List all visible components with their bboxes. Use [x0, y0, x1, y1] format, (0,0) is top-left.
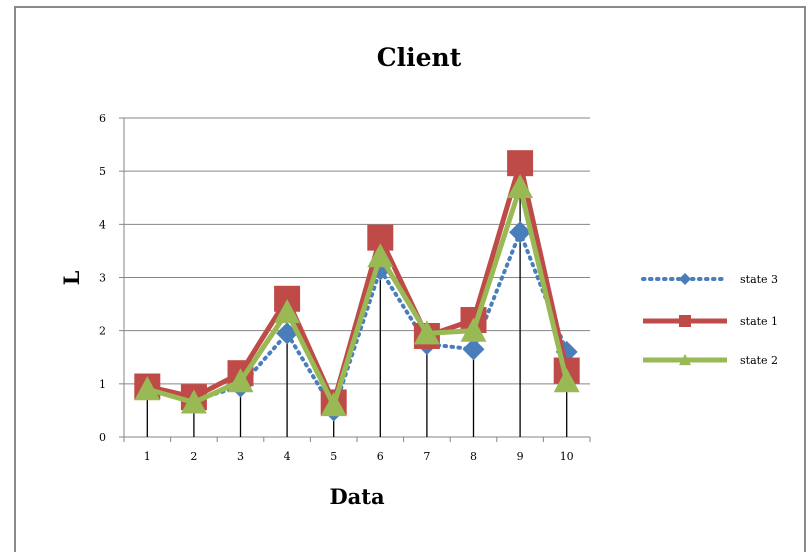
y-tick-label: 2	[99, 325, 106, 338]
legend-label: state 2	[740, 354, 778, 367]
data-point-triangle	[180, 389, 207, 414]
data-point-diamond	[509, 221, 532, 244]
data-point-triangle	[413, 320, 440, 345]
x-tick-label: 6	[377, 450, 384, 463]
data-point-triangle	[460, 317, 487, 342]
axes: 0 1 2 3 4 5 6 1 2 3 4 5 6 7 8 9 10	[99, 112, 591, 463]
y-tick-label: 3	[99, 272, 106, 285]
legend-item: state 1	[643, 315, 778, 328]
data-point-square	[507, 150, 534, 177]
data-point-triangle	[320, 392, 347, 417]
data-point-square	[679, 315, 691, 327]
y-tick-label: 6	[99, 112, 106, 125]
data-point-triangle	[553, 368, 580, 393]
series-line	[146, 160, 570, 405]
data-point-diamond	[679, 273, 691, 285]
data-point-triangle	[367, 243, 394, 268]
legend-label: state 1	[740, 315, 778, 328]
data-point-triangle	[134, 376, 161, 401]
legend-item: state 3	[641, 273, 778, 286]
x-tick-label: 10	[560, 450, 574, 463]
x-tick-label: 8	[470, 450, 477, 463]
x-tick-label: 7	[423, 450, 430, 463]
y-tick-label: 4	[99, 218, 106, 231]
y-tick-label: 0	[99, 431, 106, 444]
legend-label: state 3	[740, 273, 778, 286]
data-point-triangle	[679, 354, 691, 366]
data-point-triangle	[507, 174, 534, 199]
y-axis-title: L	[59, 270, 84, 285]
x-tick-label: 5	[330, 450, 337, 463]
x-tick-label: 4	[284, 450, 291, 463]
series-state-2	[134, 174, 580, 417]
data-point-triangle	[274, 299, 301, 324]
series-line	[146, 184, 570, 408]
series-layer	[134, 150, 580, 422]
legend-item: state 2	[643, 354, 778, 367]
x-tick-label: 2	[190, 450, 197, 463]
x-tick-label: 3	[237, 450, 244, 463]
y-tick-label: 1	[99, 378, 106, 391]
legend: state 3 state 1 state 2	[641, 273, 778, 367]
data-point-triangle	[227, 368, 254, 393]
x-axis-title: Data	[329, 484, 385, 509]
y-tick-label: 5	[99, 165, 106, 178]
data-point-diamond	[462, 338, 485, 361]
chart-title: Client	[377, 43, 462, 72]
x-tick-label: 9	[517, 450, 524, 463]
x-tick-label: 1	[144, 450, 151, 463]
